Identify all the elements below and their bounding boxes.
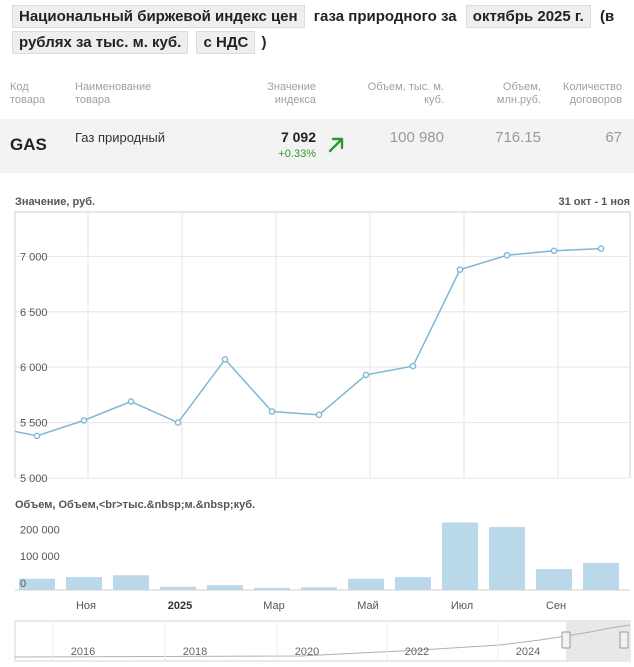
navigator-handle-right — [619, 631, 629, 649]
volume-bar-layer — [19, 522, 619, 590]
volume-y-tick-label: 100 000 — [20, 551, 60, 563]
volume-y-tick-label: 0 — [20, 578, 26, 590]
volume-bar — [19, 578, 55, 590]
navigator-series — [14, 624, 631, 658]
price-point — [456, 266, 464, 273]
title-part-2: газа природного за — [313, 8, 457, 25]
y-tick-label: 5 500 — [20, 418, 48, 430]
volume-bar — [536, 569, 572, 590]
volume-bar — [489, 527, 525, 590]
x-tick-label: Май — [357, 600, 379, 612]
value-axis-title: Значение, руб. — [15, 196, 96, 208]
x-tick-label: Мар — [263, 600, 285, 612]
title-part-7: ) — [261, 34, 267, 51]
title-part-1: Национальный биржевой индекс цен — [12, 5, 305, 28]
navigator-selection — [566, 621, 630, 661]
price-point — [174, 419, 182, 426]
y-tick-label: 6 500 — [20, 307, 48, 319]
x-tick-label: Июл — [451, 600, 473, 612]
volume-chart-title: Объем, Объем,<br>тыс.&nbsp;м.&nbsp;куб. — [15, 499, 256, 511]
x-tick-label: Сен — [546, 600, 566, 612]
title-part-4: (в — [600, 8, 615, 25]
cell-name: Газ природный — [75, 130, 166, 145]
header-volume-rub: Объем, млн.руб. — [496, 81, 541, 106]
price-point — [268, 408, 276, 415]
x-tick-label: Ноя — [76, 600, 96, 612]
header-value: Значение индекса — [267, 81, 316, 106]
y-tick-label: 5 000 — [20, 473, 48, 485]
cell-change: +0.33% — [278, 148, 316, 160]
grid-layer — [14, 211, 631, 479]
y-tick-label: 7 000 — [20, 251, 48, 263]
cell-value: 7 092 — [280, 129, 316, 145]
cell-code: GAS — [10, 135, 47, 154]
title-part-3: октябрь 2025 г. — [465, 5, 591, 28]
price-line-layer — [14, 245, 605, 440]
price-point — [362, 371, 370, 379]
y-tick-label: 6 000 — [20, 362, 48, 374]
price-series-line — [14, 247, 602, 437]
volume-bar — [254, 587, 290, 590]
volume-bar — [113, 575, 149, 590]
table-row: GAS Газ природный 7 092 +0.33% 100 980 7… — [0, 119, 634, 173]
price-point — [315, 411, 323, 419]
volume-bar — [348, 578, 384, 590]
navigator-handle-left — [561, 631, 571, 649]
volume-y-tick-label: 200 000 — [20, 524, 60, 536]
volume-bar — [66, 577, 102, 590]
x-tick-label: 2025 — [168, 600, 192, 612]
cell-count: 67 — [605, 129, 622, 146]
header-name: Наименование товара — [75, 81, 152, 106]
title-part-6: с НДС — [196, 31, 256, 54]
date-range-label: 31 окт - 1 ноя — [558, 196, 631, 208]
volume-bar — [207, 585, 243, 590]
price-point — [597, 245, 605, 252]
arrow-up-right-icon — [326, 135, 346, 155]
volume-bar — [395, 577, 431, 590]
price-point — [503, 251, 511, 259]
price-point — [550, 247, 558, 255]
title-part-5: рублях за тыс. м. куб. — [12, 31, 189, 54]
volume-bar — [583, 562, 619, 590]
navigator-year-label: 2024 — [516, 646, 540, 658]
price-point — [409, 362, 417, 370]
page-title: Национальный биржевой индекс цен газа пр… — [10, 4, 630, 56]
volume-bar — [301, 587, 337, 590]
navigator-year-label: 2022 — [405, 646, 429, 658]
navigator-year-label: 2016 — [71, 646, 95, 658]
table-header: Код товара Наименование товара Значение … — [0, 78, 634, 118]
axis-layer: 5 000 5 500 6 000 6 500 7 000 0 100 000 200 000… — [15, 251, 630, 612]
header-count: Количество договоров — [562, 81, 622, 106]
price-point — [80, 417, 88, 424]
volume-bar — [160, 586, 196, 590]
price-point — [33, 432, 41, 440]
volume-bar — [442, 522, 478, 590]
header-volume: Объем, тыс. м. куб. — [367, 81, 444, 106]
cell-volume: 100 980 — [389, 129, 444, 146]
navigator[interactable]: 2016 2018 2020 2022 2024 — [14, 620, 631, 662]
cell-volume-rub: 716.15 — [495, 129, 541, 146]
price-point — [221, 356, 229, 363]
price-point — [127, 398, 135, 405]
header-code: Код товара — [10, 81, 46, 106]
navigator-year-label: 2020 — [295, 646, 319, 658]
navigator-year-label: 2018 — [183, 646, 207, 658]
